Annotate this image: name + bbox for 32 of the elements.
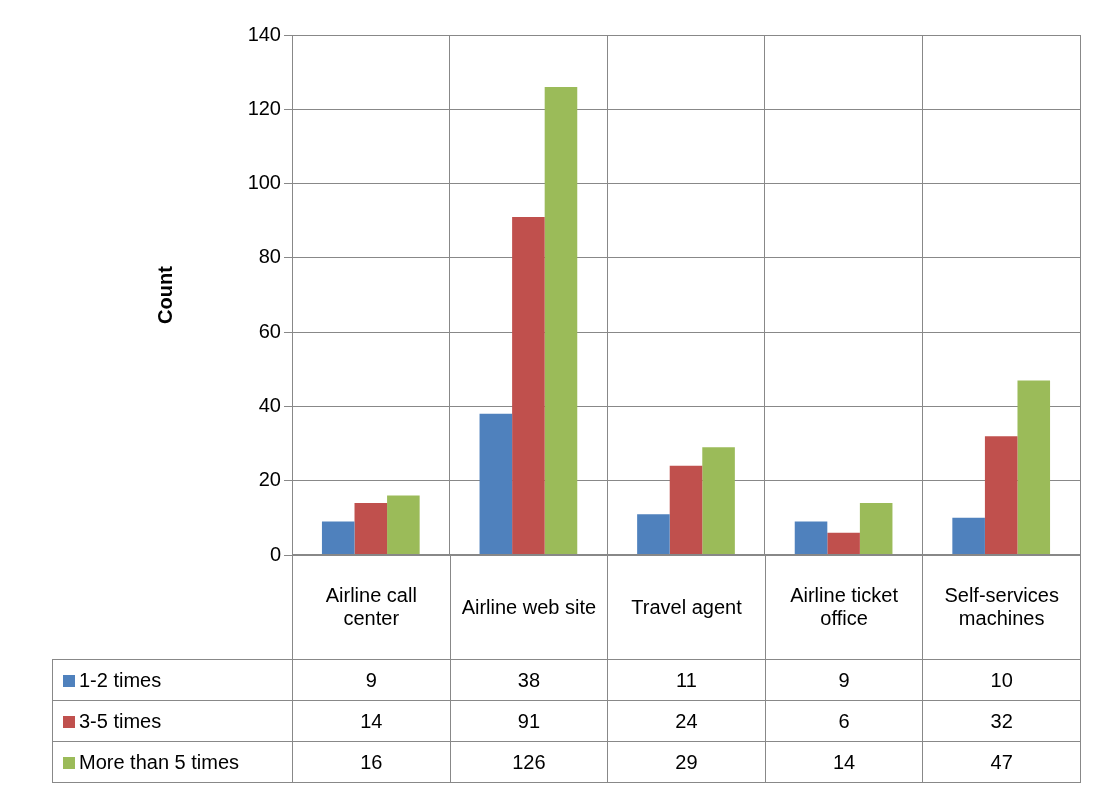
data-label: 47 — [922, 741, 1081, 783]
data-label: 32 — [922, 700, 1081, 742]
data-label: 9 — [292, 659, 451, 701]
y-tick-label: 140 — [247, 22, 281, 45]
data-label: 16 — [292, 741, 451, 783]
data-label: 126 — [450, 741, 608, 783]
x-tick-label: Self-services machines — [922, 554, 1081, 660]
data-label: 9 — [765, 659, 923, 701]
x-tick-label: Airline ticket office — [765, 554, 923, 660]
data-label: 91 — [450, 700, 608, 742]
y-axis-title: Count — [153, 265, 176, 324]
y-tick-label: 20 — [258, 468, 281, 491]
legend-label: More than 5 times — [52, 741, 293, 783]
y-tick-label: 80 — [258, 245, 281, 268]
data-label: 29 — [607, 741, 766, 783]
data-label: 24 — [607, 700, 766, 742]
data-label: 11 — [607, 659, 766, 701]
data-label: 14 — [292, 700, 451, 742]
data-label: 6 — [765, 700, 923, 742]
y-tick-label: 40 — [258, 393, 281, 416]
legend-label: 3-5 times — [52, 700, 293, 742]
data-label: 38 — [450, 659, 608, 701]
y-tick-label: 120 — [247, 96, 281, 119]
x-tick-label: Airline call center — [292, 554, 451, 660]
legend-label: 1-2 times — [52, 659, 293, 701]
y-tick-label: 100 — [247, 171, 281, 194]
y-tick-label: 60 — [258, 319, 281, 342]
x-tick-label: Travel agent — [607, 554, 766, 660]
y-tick-label: 0 — [269, 542, 281, 565]
data-label: 10 — [922, 659, 1081, 701]
x-tick-label: Airline web site — [450, 554, 608, 660]
data-label: 14 — [765, 741, 923, 783]
